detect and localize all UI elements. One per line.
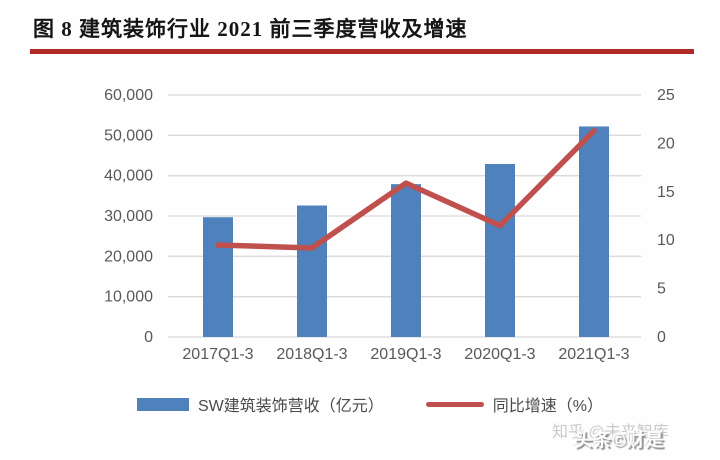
x-axis-label: 2017Q1-3	[182, 346, 253, 363]
right-axis-tick: 15	[657, 184, 675, 201]
right-axis-tick: 10	[657, 232, 675, 249]
legend-label-revenue: SW建筑装饰营收（亿元）	[197, 398, 384, 415]
x-axis-label: 2020Q1-3	[464, 346, 535, 363]
left-axis-tick: 10,000	[104, 289, 153, 306]
x-axis-label: 2019Q1-3	[370, 346, 441, 363]
bar-series-swatch-icon	[136, 397, 189, 411]
revenue-bar	[203, 217, 233, 337]
left-axis-tick: 0	[144, 329, 153, 346]
legend-item-revenue: SW建筑装饰营收（亿元）	[136, 392, 384, 416]
combo-chart: 60,000 50,000 40,000 30,000 20,000 10,000 0 25 2…	[0, 58, 720, 380]
left-axis-tick: 50,000	[104, 127, 153, 144]
left-axis-tick: 30,000	[104, 208, 153, 225]
left-axis-tick: 60,000	[104, 87, 153, 104]
revenue-bar	[297, 205, 327, 337]
growth-line	[215, 128, 597, 251]
right-axis-tick: 25	[657, 87, 675, 104]
right-axis-tick: 20	[657, 135, 675, 152]
line-series-swatch-icon	[425, 401, 484, 407]
x-axis-label: 2018Q1-3	[276, 346, 347, 363]
left-axis-tick: 20,000	[104, 248, 153, 265]
watermark-zhihu: 知乎 @未来智库	[552, 424, 669, 441]
left-axis-tick: 40,000	[104, 168, 153, 185]
figure-title: 图 8 建筑装饰行业 2021 前三季度营收及增速	[33, 17, 468, 41]
right-axis-tick: 0	[657, 329, 666, 346]
chart-canvas: 60,000 50,000 40,000 30,000 20,000 10,000 0 25 2…	[104, 87, 675, 363]
revenue-bar	[485, 163, 515, 337]
right-axis-tick: 5	[657, 281, 666, 298]
watermark-toutiao: 头条©财是	[574, 430, 665, 450]
legend-item-growth: 同比增速（%）	[425, 392, 603, 416]
title-underline	[30, 49, 694, 54]
revenue-bar	[579, 126, 609, 338]
legend-label-growth: 同比增速（%）	[492, 398, 603, 415]
chart-legend: SW建筑装饰营收（亿元） 同比增速（%）	[80, 392, 660, 416]
revenue-bar	[391, 184, 421, 337]
x-axis-label: 2021Q1-3	[558, 346, 629, 363]
